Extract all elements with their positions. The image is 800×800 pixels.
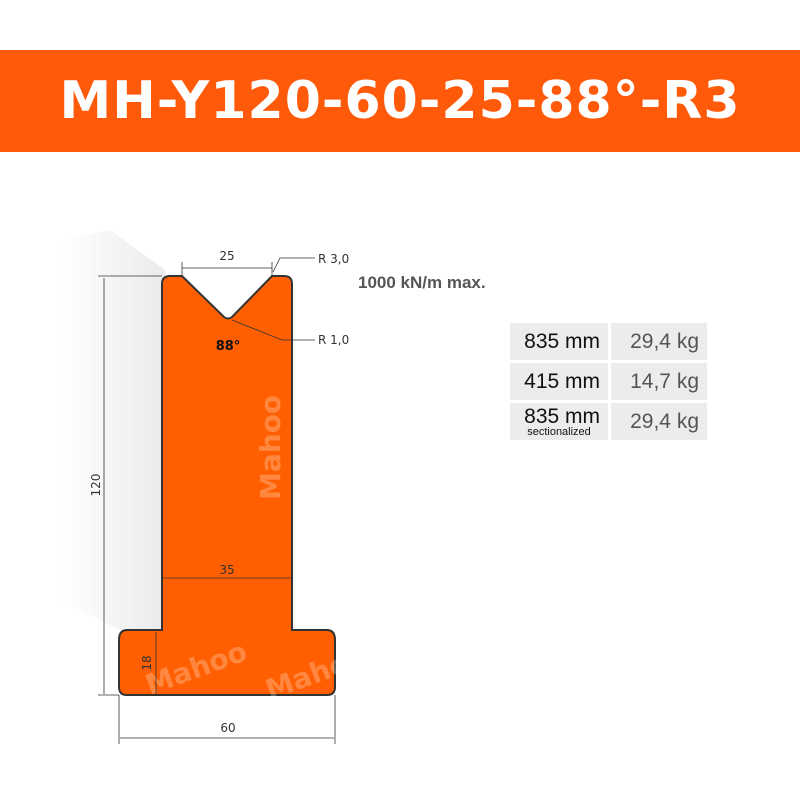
table-row: 835 mm 29,4 kg <box>510 323 707 360</box>
length-note: sectionalized <box>527 425 591 438</box>
product-title: MH-Y120-60-25-88°-R3 <box>59 71 741 131</box>
dim-v-width: 25 <box>219 249 234 263</box>
dim-base-width: 60 <box>220 721 235 735</box>
length-cell: 835 mm sectionalized <box>510 403 608 440</box>
length-cell: 835 mm <box>510 323 608 360</box>
weight-cell: 29,4 kg <box>611 403 707 440</box>
dim-angle: 88° <box>216 339 241 354</box>
dim-height: 120 <box>89 474 103 497</box>
watermark-text: Mahoo <box>254 395 287 500</box>
length-weight-table: 835 mm 29,4 kg 415 mm 14,7 kg 835 mm sec… <box>507 320 710 443</box>
die-profile <box>118 275 336 696</box>
length-cell: 415 mm <box>510 363 608 400</box>
weight-cell: 29,4 kg <box>611 323 707 360</box>
length-value: 835 mm <box>524 404 600 428</box>
table-row: 415 mm 14,7 kg <box>510 363 707 400</box>
shadow <box>60 230 165 630</box>
table-row: 835 mm sectionalized 29,4 kg <box>510 403 707 440</box>
dim-bottom-radius: R 1,0 <box>318 333 349 347</box>
dim-top-radius: R 3,0 <box>318 252 349 266</box>
weight-cell: 14,7 kg <box>611 363 707 400</box>
dimension-lines <box>98 257 336 744</box>
title-banner: MH-Y120-60-25-88°-R3 <box>0 50 800 152</box>
load-rating: 1000 kN/m max. <box>358 273 486 292</box>
dim-stem-width: 35 <box>219 563 234 577</box>
dim-base-height: 18 <box>140 655 154 670</box>
